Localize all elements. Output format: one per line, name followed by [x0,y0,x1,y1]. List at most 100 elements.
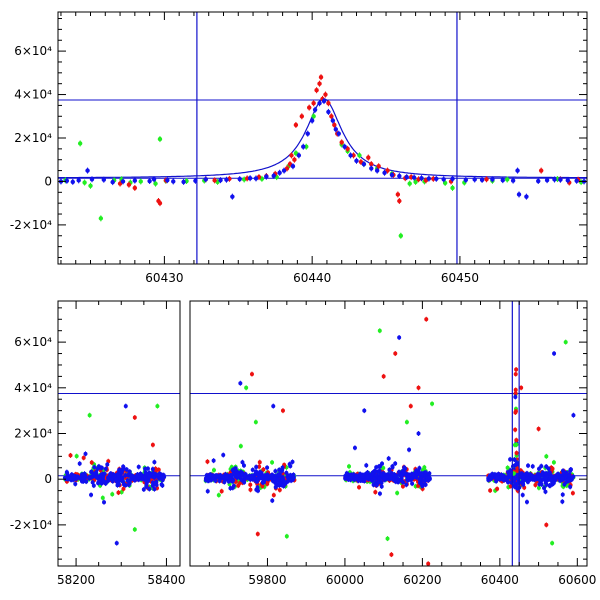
bottom-point-green [544,454,549,459]
top-point-green [138,179,143,184]
bottom-point-blue [419,471,424,476]
top-point-blue [574,178,579,183]
bottom-point-blue [252,476,257,481]
bottom-point-blue [532,474,537,479]
top-point-blue [224,177,229,182]
bottom-point-blue [205,489,210,494]
bottom-point-blue [410,481,415,486]
bottom-point-blue [75,476,80,481]
bottom-point-blue [231,478,236,483]
bottom-point-red [416,385,421,390]
bottom-point-green [155,404,160,409]
bottom-y-tick-label: 6×10⁴ [14,335,52,349]
bottom-point-blue [378,472,383,477]
top-point-blue [237,176,242,182]
bottom-point-blue [539,464,544,469]
bottom-point-red [381,374,386,379]
bottom-point-blue [273,469,278,474]
bottom-point-blue [84,479,89,484]
bottom-point-blue [211,458,216,463]
bottom-point-blue [146,478,151,483]
bottom-point-red [515,466,520,471]
bottom-point-blue [91,483,96,488]
bottom-point-blue [277,467,282,472]
bottom-point-blue [560,492,565,497]
top-point-blue [441,177,446,182]
top-point-red [329,114,334,119]
bottom-point-blue [524,500,529,505]
bottom-point-blue [417,466,422,471]
bottom-point-blue [411,473,416,478]
top-point-red [314,88,319,93]
bottom-point-red [248,487,253,492]
top-point-blue [218,177,223,183]
bottom-point-blue [377,491,382,496]
bottom-point-red [89,460,94,465]
top-point-red [323,92,328,97]
top-x-tick-label: 60440 [293,271,331,285]
top-point-green [311,114,316,119]
bottom-point-blue [549,478,554,483]
bottom-point-blue [540,470,545,475]
bottom-point-red [255,532,260,537]
top-y-tick-label: 6×10⁴ [14,44,52,58]
bottom-point-blue [99,465,104,470]
bottom-point-red [257,460,262,465]
bottom-point-blue [560,499,565,504]
bottom-point-blue [373,476,378,481]
bottom-x-tick-label: 58400 [147,573,185,587]
top-y-tick-label: 4×10⁴ [14,88,52,102]
bottom-point-red [513,387,518,392]
bottom-point-blue [526,463,531,468]
bottom-point-blue [561,470,566,475]
top-point-blue [404,174,409,180]
top-point-blue [479,177,485,183]
bottom-point-blue [282,480,287,485]
bottom-point-blue [136,464,141,469]
bottom-point-blue [81,473,86,478]
top-point-blue [76,178,81,183]
bottom-point-green [347,464,352,469]
bottom-point-red [156,467,161,472]
top-point-blue [321,98,327,104]
top-point-blue [354,158,359,164]
bottom-point-blue [536,466,541,471]
bottom-point-blue [373,469,378,474]
top-point-red [317,81,322,86]
bottom-point-blue [240,472,245,477]
bottom-point-red [277,488,282,493]
top-point-blue [389,172,395,178]
bottom-point-blue [119,478,124,483]
bottom-point-blue [125,478,130,483]
bottom-point-blue [230,468,235,473]
top-point-blue [510,178,516,183]
top-point-red [538,168,544,173]
bottom-point-blue [365,475,370,480]
bottom-point-red [514,367,519,372]
bottom-point-red [536,426,541,431]
bottom-point-blue [521,475,526,480]
bottom-point-red [150,442,155,447]
top-point-red [289,153,294,158]
top-point-red [339,140,344,145]
bottom-point-blue [261,480,266,485]
top-point-blue [333,127,338,132]
bottom-point-blue [218,473,223,478]
top-point-blue [64,178,70,183]
bottom-point-blue [270,498,275,503]
bottom-point-blue [567,472,572,477]
bottom-point-blue [221,453,226,458]
top-point-green [398,233,404,238]
bottom-point-blue [495,475,500,480]
bottom-point-blue [544,464,549,469]
top-point-red [311,101,316,106]
bottom-point-blue [254,469,259,474]
top-point-blue [151,177,157,182]
bottom-point-blue [102,500,107,505]
bottom-point-red [393,351,398,356]
top-point-red [332,122,337,128]
bottom-point-blue [160,483,165,488]
bottom-point-blue [287,462,292,467]
top-y-tick-label: 0 [44,174,52,188]
bottom-point-red [81,455,86,460]
